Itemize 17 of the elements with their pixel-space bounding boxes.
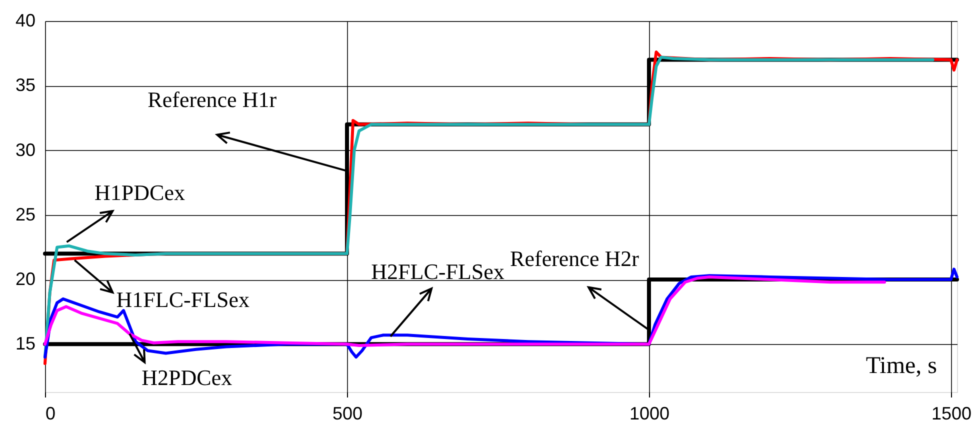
x-tick-label: 1000 (629, 404, 670, 421)
y-tick-label: 20 (15, 269, 36, 290)
x-tick-label: 500 (332, 404, 363, 421)
x-tick-label: 0 (46, 404, 56, 421)
annotation: Reference H1r (148, 86, 278, 112)
y-tick-label: 25 (15, 204, 36, 224)
y-tick-label: 35 (15, 75, 36, 96)
annotation: Reference H2r (510, 246, 640, 271)
annotation: H2PDCex (142, 364, 232, 390)
y-tick-label: 15 (15, 334, 36, 354)
annotation: H1FLC-FLSex (116, 287, 250, 312)
x-axis-title: Time, s (866, 353, 937, 379)
annotation: H2FLC-FLSex (371, 258, 504, 284)
y-tick-label: 40 (15, 10, 36, 30)
x-tick-label: 1500 (931, 404, 972, 421)
y-tick-label: 30 (15, 140, 36, 160)
annotation: H1PDCex (94, 180, 185, 205)
